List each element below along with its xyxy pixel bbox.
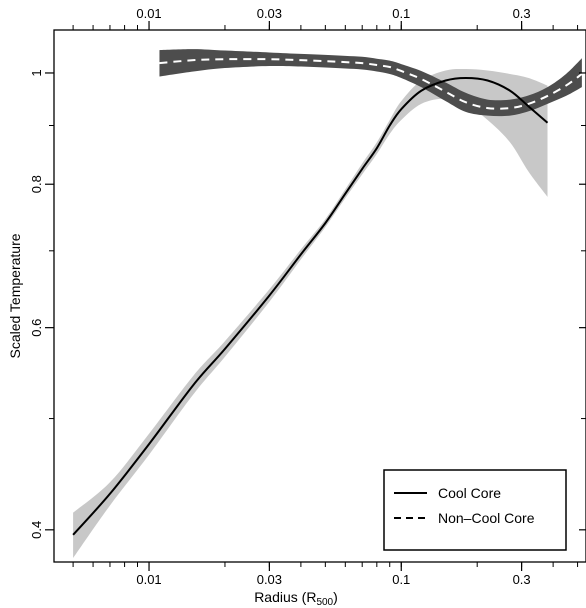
plot-frame	[53, 29, 586, 563]
x-tick-label: 0.01	[136, 572, 161, 587]
top-tick-label: 0.01	[136, 6, 161, 21]
y-axis-right	[579, 72, 586, 531]
series-lines	[72, 58, 583, 536]
x-tick-label: 0.3	[513, 572, 531, 587]
top-tick-label: 0.3	[513, 6, 531, 21]
band-cool-core	[73, 68, 548, 559]
x-axis-top: 0.01 0.03 0.1 0.3	[72, 6, 579, 30]
top-tick-label: 0.1	[392, 6, 410, 21]
y-tick-label: 1	[29, 69, 44, 76]
band-non-cool-core	[159, 49, 582, 117]
y-tick-label: 0.6	[29, 319, 44, 337]
y-axis-left: 0.4 0.6 0.8 1	[29, 69, 54, 539]
y-tick-label: 0.4	[29, 521, 44, 539]
legend-label-non-cool-core: Non–Cool Core	[438, 510, 535, 526]
x-axis-title-subscript: 500	[316, 597, 333, 608]
x-axis-bottom: 0.01 0.03 0.1 0.3	[72, 562, 579, 587]
confidence-bands	[73, 49, 582, 559]
legend-box	[383, 469, 567, 551]
legend: Cool Core Non–Cool Core	[383, 469, 567, 551]
x-tick-label: 0.1	[392, 572, 410, 587]
y-axis-title: Scaled Temperature	[7, 233, 23, 358]
x-axis-title-close: )	[333, 589, 338, 605]
line-non-cool-core	[159, 58, 583, 110]
y-tick-label: 0.8	[29, 175, 44, 193]
x-tick-label: 0.03	[257, 572, 282, 587]
top-tick-label: 0.03	[257, 6, 282, 21]
x-axis-title-text: Radius (R	[254, 589, 316, 605]
legend-label-cool-core: Cool Core	[438, 485, 501, 501]
line-cool-core	[72, 76, 549, 536]
x-axis-title: Radius (R500)	[254, 589, 338, 608]
